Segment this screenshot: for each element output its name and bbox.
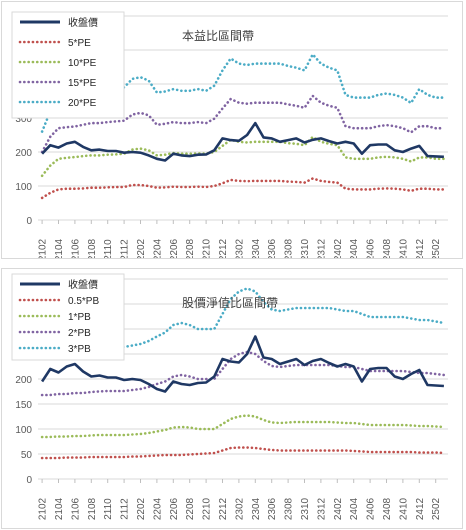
x-tick-label: 2404 bbox=[349, 238, 360, 258]
x-tick-label: 2212 bbox=[218, 238, 229, 258]
series-line-2 bbox=[40, 414, 446, 439]
legend-label: 20*PE bbox=[68, 98, 97, 109]
pb-band-chart: 0501001502002503003504002102210421062108… bbox=[11, 273, 448, 520]
legend-box bbox=[11, 11, 125, 119]
x-tick-label: 2112 bbox=[120, 239, 131, 258]
pe-band-chart: 0100200300400500600210221042106210821102… bbox=[11, 11, 448, 258]
x-tick-label: 2112 bbox=[120, 498, 131, 520]
series-line-3 bbox=[40, 350, 446, 397]
x-tick-label: 2202 bbox=[136, 238, 147, 258]
x-tick-label: 2208 bbox=[185, 497, 196, 520]
legend: 收盤價 0.5*PB 1*PB 2*PB 3*PB bbox=[11, 273, 125, 361]
y-tick-label: 0 bbox=[26, 475, 32, 486]
legend-label: 10*PE bbox=[68, 58, 97, 69]
legend-label: 0.5*PB bbox=[68, 296, 99, 307]
x-tick-label: 2312 bbox=[316, 238, 327, 258]
x-tick-label: 2502 bbox=[431, 497, 442, 520]
x-tick-label: 2312 bbox=[316, 497, 327, 520]
x-tick-label: 2408 bbox=[382, 238, 393, 258]
x-tick-label: 2208 bbox=[185, 238, 196, 258]
series-line-1 bbox=[40, 177, 446, 200]
x-tick-label: 2106 bbox=[70, 497, 81, 520]
series-line-1 bbox=[40, 446, 446, 460]
legend-box bbox=[11, 273, 125, 361]
x-tick-label: 2110 bbox=[103, 239, 114, 258]
x-tick-label: 2106 bbox=[70, 238, 81, 258]
y-tick-label: 300 bbox=[15, 114, 32, 125]
x-tick-label: 2210 bbox=[202, 238, 213, 258]
chart-title: 本益比區間帶 bbox=[182, 29, 254, 43]
x-tick-label: 2210 bbox=[202, 497, 213, 520]
series-line-0 bbox=[41, 335, 444, 393]
x-tick-label: 2304 bbox=[251, 238, 262, 258]
legend-label: 3*PB bbox=[68, 344, 91, 355]
x-axis: 2102 2104 2106 2108 2110 2112 2202 2204 2206 2208… bbox=[38, 220, 442, 258]
x-tick-label: 2302 bbox=[234, 238, 245, 258]
series-line-4 bbox=[40, 287, 446, 355]
x-tick-label: 2202 bbox=[136, 497, 147, 520]
x-tick-label: 2102 bbox=[38, 238, 49, 258]
legend-label: 2*PB bbox=[68, 328, 91, 339]
legend-label: 5*PE bbox=[68, 38, 91, 49]
x-tick-label: 2108 bbox=[87, 238, 98, 258]
x-tick-label: 2204 bbox=[152, 497, 163, 520]
x-tick-label: 2310 bbox=[300, 238, 311, 258]
x-tick-label: 2412 bbox=[415, 497, 426, 520]
chart-title: 股價淨值比區間帶 bbox=[182, 295, 278, 310]
x-tick-label: 2408 bbox=[382, 497, 393, 520]
x-tick-label: 2104 bbox=[54, 497, 65, 520]
x-tick-label: 2402 bbox=[333, 497, 344, 520]
x-axis: 2102 2104 2106 2108 2110 2112 2202 2204 2206 2208… bbox=[38, 479, 442, 520]
x-tick-label: 2204 bbox=[152, 238, 163, 258]
y-tick-label: 0 bbox=[26, 216, 32, 227]
pb-band-chart-panel: 0501001502002503003504002102210421062108… bbox=[1, 268, 463, 529]
y-tick-label: 200 bbox=[15, 148, 32, 159]
x-tick-label: 2402 bbox=[333, 238, 344, 258]
legend: 收盤價 5*PE 10*PE 15*PE 20*PE bbox=[11, 11, 125, 119]
x-tick-label: 2206 bbox=[169, 497, 180, 520]
series-line-2 bbox=[40, 135, 446, 178]
y-tick-label: 100 bbox=[15, 182, 32, 193]
x-tick-label: 2306 bbox=[267, 238, 278, 258]
x-tick-label: 2308 bbox=[284, 238, 295, 258]
pe-band-chart-panel: 0100200300400500600210221042106210821102… bbox=[1, 1, 463, 259]
legend-label: 收盤價 bbox=[68, 16, 98, 29]
series-line-3 bbox=[40, 93, 446, 154]
x-tick-label: 2206 bbox=[169, 238, 180, 258]
x-tick-label: 2410 bbox=[398, 238, 409, 258]
x-tick-label: 2104 bbox=[54, 238, 65, 258]
x-tick-label: 2404 bbox=[349, 497, 360, 520]
x-tick-label: 2308 bbox=[284, 497, 295, 520]
series-line-0 bbox=[41, 121, 444, 162]
y-tick-label: 150 bbox=[15, 400, 32, 411]
x-tick-label: 2304 bbox=[251, 497, 262, 520]
x-tick-label: 2406 bbox=[366, 238, 377, 258]
y-tick-label: 50 bbox=[21, 450, 33, 461]
y-tick-label: 200 bbox=[15, 375, 32, 386]
x-tick-label: 2502 bbox=[431, 238, 442, 258]
legend-label: 收盤價 bbox=[68, 278, 98, 291]
series-line-4 bbox=[40, 52, 446, 133]
y-tick-label: 100 bbox=[15, 425, 32, 436]
legend-label: 15*PE bbox=[68, 78, 97, 89]
x-tick-label: 2212 bbox=[218, 497, 229, 520]
x-tick-label: 2302 bbox=[234, 497, 245, 520]
x-tick-label: 2108 bbox=[87, 497, 98, 520]
x-tick-label: 2110 bbox=[103, 498, 114, 520]
series-group bbox=[40, 287, 446, 460]
x-tick-label: 2406 bbox=[366, 497, 377, 520]
legend-label: 1*PB bbox=[68, 312, 91, 323]
x-tick-label: 2412 bbox=[415, 238, 426, 258]
series-group bbox=[40, 52, 446, 200]
x-tick-label: 2310 bbox=[300, 497, 311, 520]
x-tick-label: 2102 bbox=[38, 497, 49, 520]
x-tick-label: 2306 bbox=[267, 497, 278, 520]
x-tick-label: 2410 bbox=[398, 497, 409, 520]
